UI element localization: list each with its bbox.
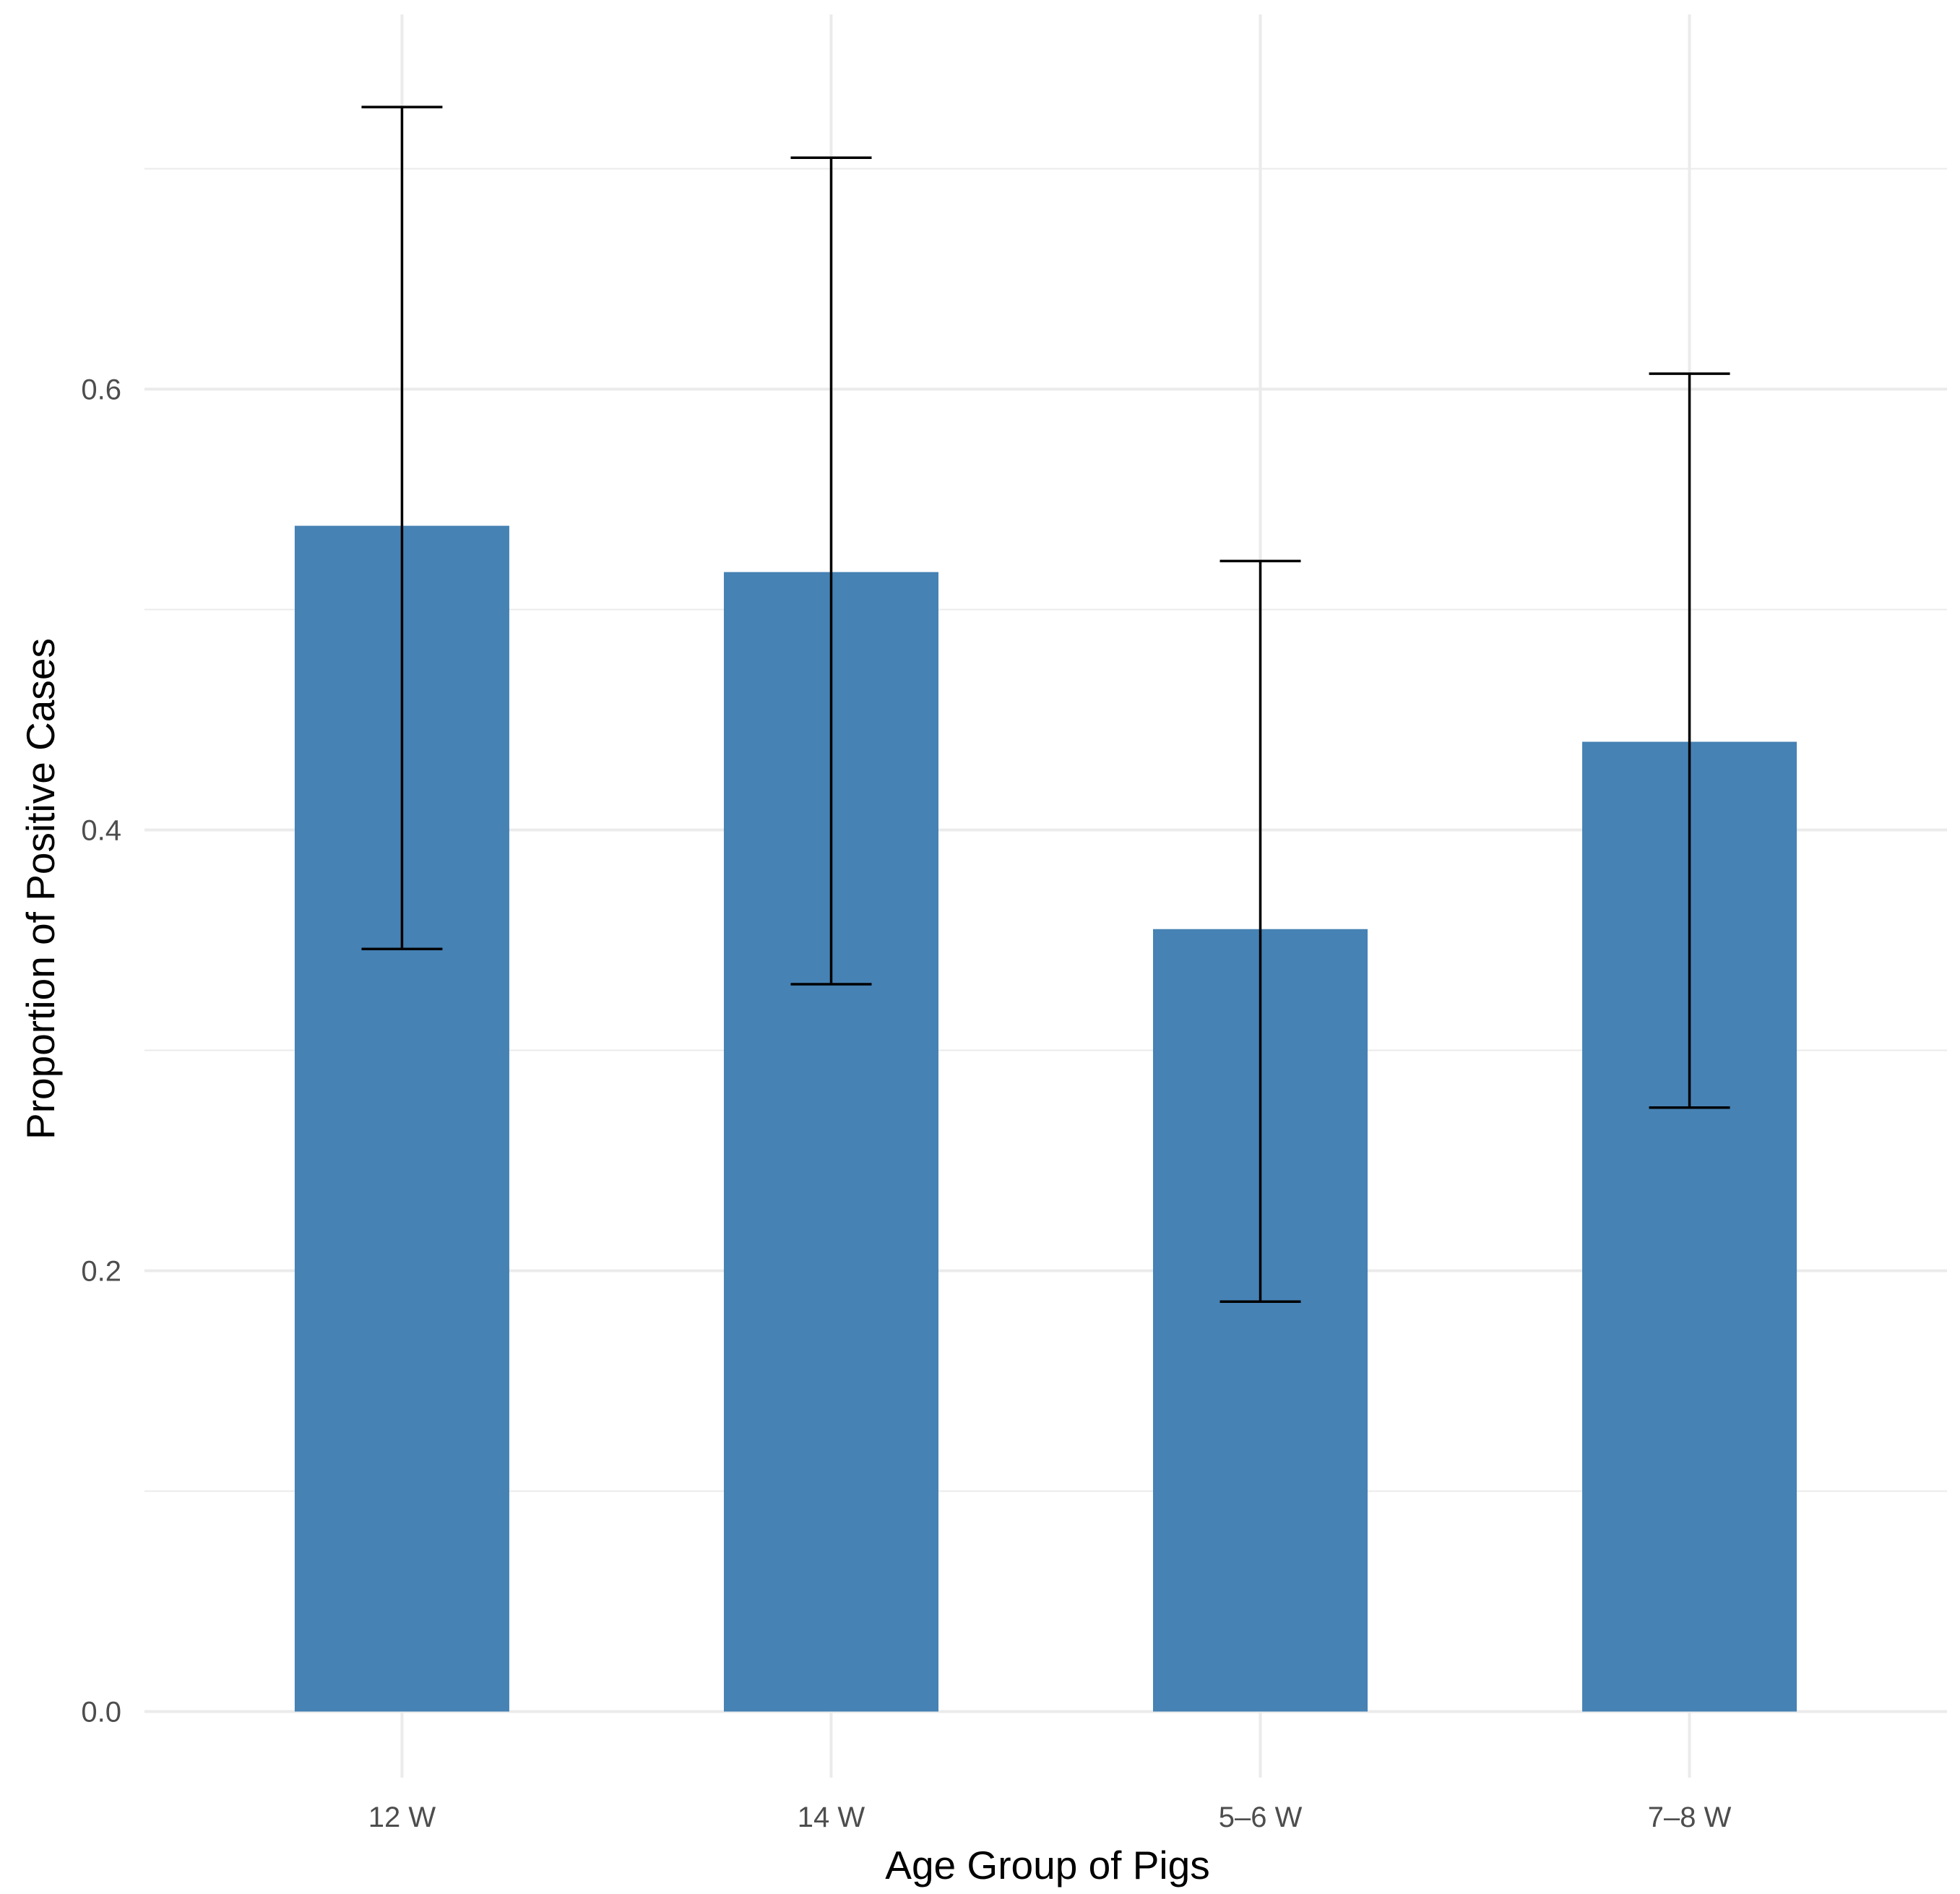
x-axis-title: Age Group of Pigs (885, 1843, 1209, 1887)
error-bar-1 (361, 106, 443, 950)
x-tick-label: 7–8 W (1648, 1802, 1732, 1833)
x-axis-ticks: 12 W 14 W 5–6 W 7–8 W (368, 1802, 1732, 1833)
bars (294, 525, 1797, 1712)
y-axis-ticks: 0.0 0.2 0.4 0.6 (81, 374, 121, 1729)
y-axis-title: Proportion of Positive Cases (18, 638, 63, 1140)
error-bars (361, 106, 1730, 1303)
x-tick-label: 12 W (368, 1802, 436, 1833)
error-bar-2 (790, 156, 872, 986)
x-tick-label: 5–6 W (1219, 1802, 1303, 1833)
y-tick-label: 0.0 (81, 1697, 121, 1729)
x-tick-label: 14 W (798, 1802, 865, 1833)
error-bar-4 (1649, 372, 1730, 1109)
error-bar-3 (1219, 559, 1301, 1303)
y-tick-label: 0.4 (81, 815, 121, 847)
y-tick-label: 0.2 (81, 1256, 121, 1288)
y-tick-label: 0.6 (81, 374, 121, 406)
